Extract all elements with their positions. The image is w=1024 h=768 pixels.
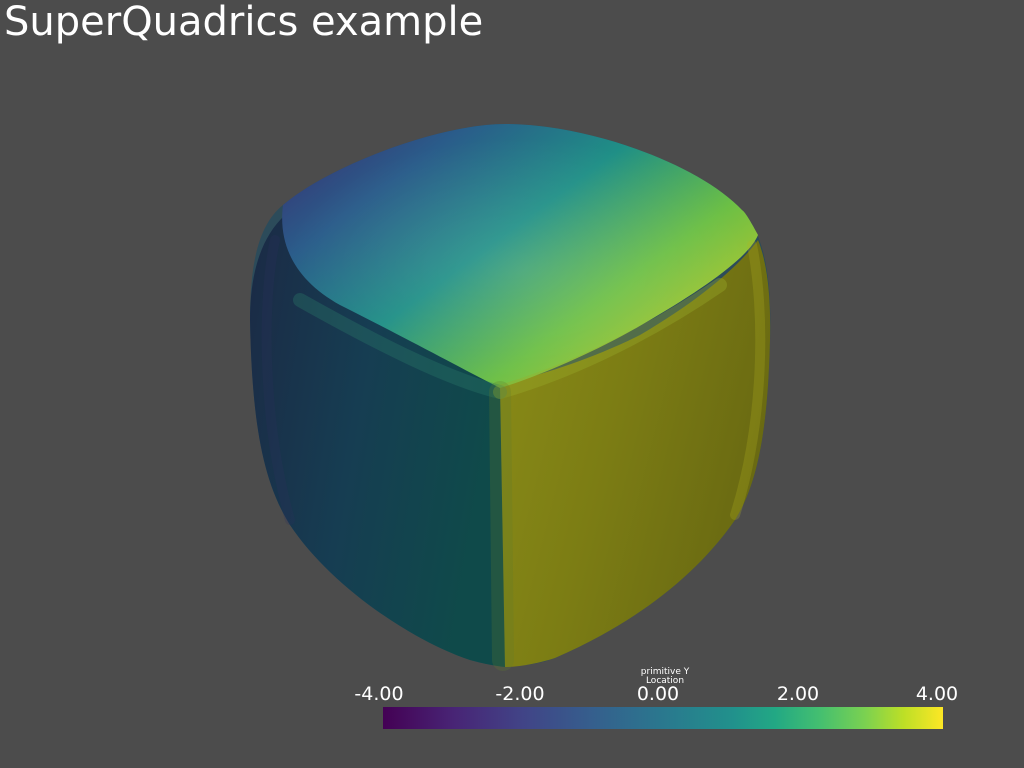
top-face-shine <box>282 124 758 388</box>
scalar-bar-tick-label: 2.00 <box>776 683 820 705</box>
scalar-bar-color-ramp <box>383 707 943 729</box>
scene-title: SuperQuadrics example <box>4 0 484 45</box>
scalar-bar-tick-label: 0.00 <box>636 683 680 705</box>
scalar-bar: primitive Y Location -4.00 -2.00 0.00 2.… <box>340 666 980 736</box>
left-face <box>250 215 505 667</box>
scalar-bar-tick-label: 4.00 <box>915 683 959 705</box>
scalar-bar-title-line1: primitive Y <box>640 667 690 677</box>
edge-banding <box>261 235 766 671</box>
scalar-bar-tick-label: -4.00 <box>354 683 404 705</box>
scalar-bar-title-line2: Location <box>645 676 685 686</box>
right-face <box>500 240 771 667</box>
scalar-bar-title: primitive Y Location <box>340 668 990 686</box>
scalar-bar-tick-label: -2.00 <box>495 683 545 705</box>
